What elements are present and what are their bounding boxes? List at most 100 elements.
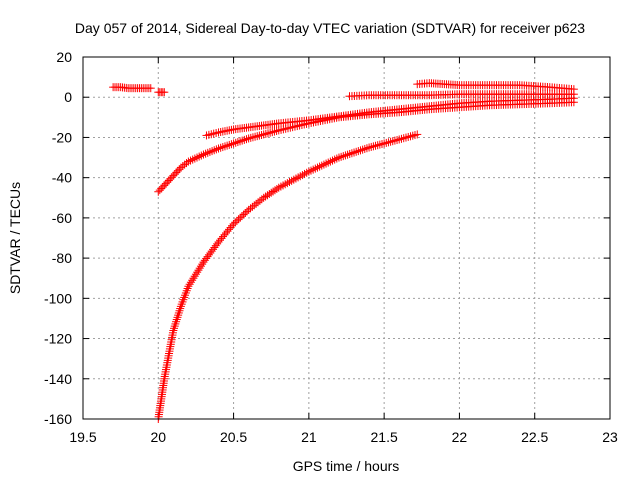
data-point [272,126,281,135]
data-point [569,85,578,94]
data-point [218,143,227,152]
data-point [287,176,296,185]
data-point [251,132,260,141]
data-point [377,140,386,149]
data-point [146,84,155,93]
data-point [205,147,214,156]
data-point [343,150,352,159]
x-tick-labels: 19.5 20 20.5 21 21.5 22 22.5 23 [69,429,618,445]
grid-lines [83,57,610,419]
data-point [201,149,210,158]
data-point [413,130,422,139]
data-point [334,153,343,162]
data-point [169,326,178,335]
y-tick-label: 20 [56,49,72,65]
data-point [174,311,183,320]
data-point [229,139,238,148]
plot-frame [82,56,611,420]
data-point [173,313,182,322]
data-point [337,152,346,161]
x-tick-label: 23 [602,429,618,445]
data-point [172,315,181,324]
data-point [354,147,363,156]
data-point [345,149,354,158]
data-point [330,155,339,164]
data-point [352,147,361,156]
data-point [272,184,281,193]
data-point [197,151,206,160]
data-point [360,144,369,153]
data-point [227,140,236,149]
data-point [373,141,382,150]
y-axis-label: SDTVAR / TECUs [7,182,23,294]
data-point [216,143,225,152]
data-point [401,133,410,142]
data-point [257,131,266,140]
data-point [317,161,326,170]
data-point [322,159,331,168]
data-point [225,140,234,149]
data-point [214,144,223,153]
data-point [397,134,406,143]
data-point [238,136,247,145]
data-point [182,159,191,168]
data-point [406,132,415,141]
data-point [365,143,374,152]
data-point [382,138,391,147]
data-point [193,268,202,277]
data-point [240,135,249,144]
x-axis-label: GPS time / hours [293,458,400,474]
data-point [384,138,393,147]
data-point [315,162,324,171]
data-point [411,131,420,140]
data-point [356,146,365,155]
data-point [390,136,399,145]
data-point [185,280,194,289]
data-point [208,147,217,156]
y-tick-labels: 20 0 -20 -40 -60 -80 -100 -120 -140 -160 [44,49,72,427]
data-point [393,136,402,145]
data-point [193,153,202,162]
data-point [236,137,245,146]
data-point [188,276,197,285]
data-point [350,148,359,157]
data-point [228,221,237,230]
data-point [246,133,255,142]
data-point [362,144,371,153]
data-point [289,175,298,184]
data-point [386,137,395,146]
y-tick-label: -160 [44,411,72,427]
data-point [294,173,303,182]
y-tick-label: -40 [52,170,72,186]
data-point [408,131,417,140]
data-point [248,133,257,142]
data-point [276,182,285,191]
data-point [319,160,328,169]
data-point [341,151,350,160]
y-tick-label: -20 [52,129,72,145]
y-tick-label: -100 [44,290,72,306]
data-point [399,134,408,143]
data-point [171,319,180,328]
data-point [184,157,193,166]
data-point [298,171,307,180]
data-point [296,172,305,181]
y-tick-label: 0 [64,89,72,105]
data-point [274,183,283,192]
data-point [188,155,197,164]
y-tick-label: -80 [52,250,72,266]
data-point [170,322,179,331]
data-point [259,130,268,139]
data-point [244,134,253,143]
data-point [380,139,389,148]
data-point [194,266,203,275]
y-tick-label: -140 [44,371,72,387]
data-point [195,152,204,161]
data-point [285,177,294,186]
data-point [291,174,300,183]
data-point [242,135,251,144]
data-point [328,156,337,165]
data-point [233,138,242,147]
data-point [339,152,348,161]
